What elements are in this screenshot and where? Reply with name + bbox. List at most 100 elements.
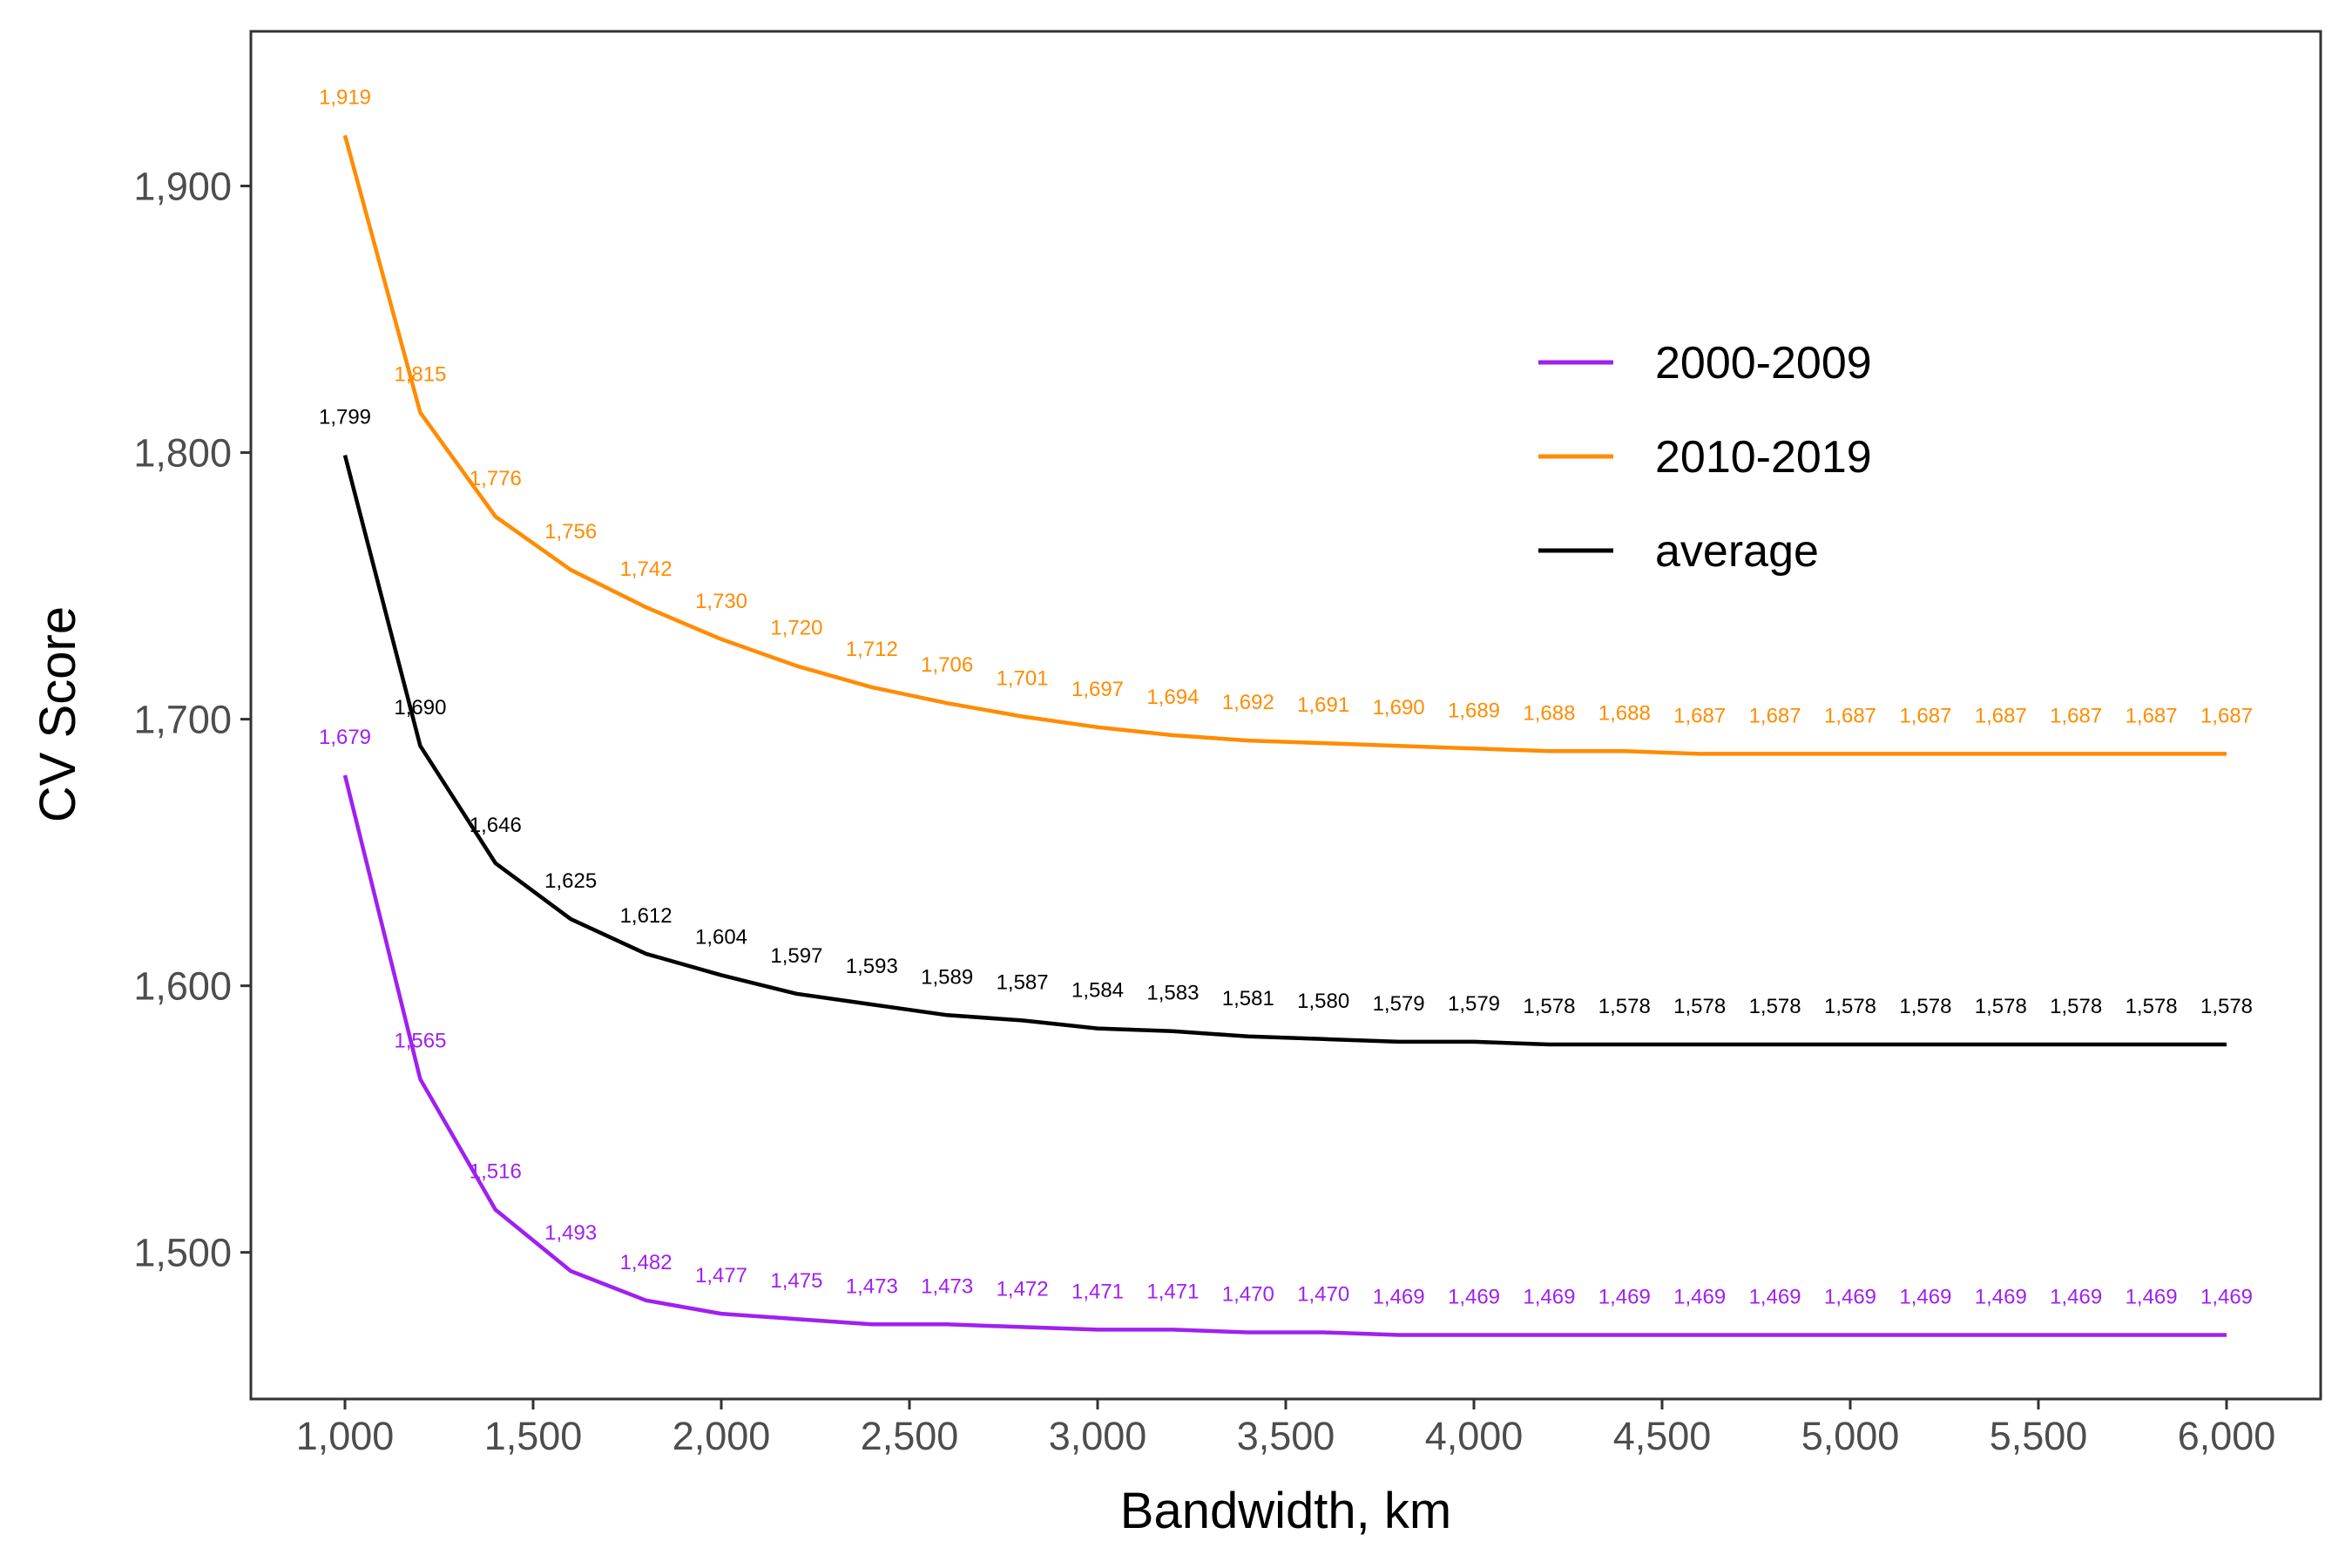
data-label-2000-2009: 1,471 (1071, 1280, 1124, 1303)
y-tick-label: 1,900 (133, 165, 232, 209)
legend-label-2000-2009: 2000-2009 (1655, 338, 1872, 389)
legend-label-2010-2019: 2010-2019 (1655, 432, 1872, 483)
x-tick-label: 4,500 (1613, 1414, 1712, 1458)
data-label-average: 1,578 (1975, 995, 2027, 1018)
data-label-2010-2019: 1,720 (770, 616, 822, 639)
data-label-2010-2019: 1,687 (1749, 704, 1801, 727)
data-label-average: 1,584 (1071, 979, 1124, 1003)
data-label-2000-2009: 1,469 (1598, 1286, 1651, 1309)
data-label-2000-2009: 1,469 (2126, 1286, 2178, 1309)
data-label-2010-2019: 1,689 (1448, 699, 1500, 722)
data-label-average: 1,625 (544, 869, 597, 893)
data-label-2010-2019: 1,687 (1673, 704, 1726, 727)
x-tick-label: 3,500 (1237, 1414, 1335, 1458)
data-label-2000-2009: 1,516 (470, 1160, 522, 1184)
data-label-average: 1,579 (1373, 992, 1425, 1016)
y-axis-title: CV Score (30, 606, 86, 822)
y-tick-label: 1,500 (133, 1231, 232, 1275)
data-label-average: 1,587 (997, 970, 1049, 994)
data-label-average: 1,578 (1899, 995, 1951, 1018)
data-label-average: 1,589 (921, 965, 973, 989)
data-label-2010-2019: 1,688 (1523, 701, 1575, 725)
data-label-average: 1,690 (394, 696, 446, 720)
data-label-2000-2009: 1,472 (997, 1277, 1049, 1301)
chart-marks: 1,679 1,565 1,516 1,493 1,482 1,477 1,475 1,473… (319, 85, 2253, 1337)
series-line-2000-2009 (342, 774, 2227, 1337)
data-label-2010-2019: 1,691 (1297, 693, 1349, 717)
y-tick-label: 1,600 (133, 964, 232, 1009)
data-label-2000-2009: 1,469 (1749, 1286, 1801, 1309)
x-tick-label: 2,500 (861, 1414, 959, 1458)
data-label-average: 1,597 (770, 944, 822, 968)
y-tick-label: 1,800 (133, 431, 232, 476)
data-label-2010-2019: 1,687 (1824, 704, 1876, 727)
x-tick-label: 3,000 (1049, 1414, 1147, 1458)
data-label-2000-2009: 1,469 (2200, 1286, 2253, 1309)
x-tick-label: 1,000 (296, 1414, 395, 1458)
data-label-average: 1,578 (1824, 995, 1876, 1018)
data-label-2010-2019: 1,742 (620, 558, 672, 581)
data-label-2000-2009: 1,469 (2050, 1286, 2102, 1309)
x-tick-label: 5,000 (1801, 1414, 1900, 1458)
data-label-average: 1,578 (2200, 995, 2253, 1018)
legend: 2000-2009 2010-2019 average (1538, 338, 1872, 577)
data-label-2000-2009: 1,475 (770, 1269, 822, 1293)
data-label-average: 1,578 (1749, 995, 1801, 1018)
legend-label-average: average (1655, 526, 1819, 577)
data-label-2010-2019: 1,687 (1975, 704, 2027, 727)
data-label-2010-2019: 1,688 (1598, 701, 1651, 725)
x-tick-label: 2,000 (672, 1414, 771, 1458)
data-label-2010-2019: 1,687 (2126, 704, 2178, 727)
data-label-2010-2019: 1,697 (1071, 678, 1124, 701)
data-label-average: 1,578 (2050, 995, 2102, 1018)
data-label-average: 1,581 (1222, 987, 1274, 1010)
data-label-2010-2019: 1,687 (2050, 704, 2102, 727)
data-label-2000-2009: 1,471 (1146, 1280, 1199, 1303)
x-tick-label: 1,500 (484, 1414, 583, 1458)
data-label-2000-2009: 1,482 (620, 1251, 672, 1274)
data-label-average: 1,578 (2126, 995, 2178, 1018)
data-label-2010-2019: 1,687 (2200, 704, 2253, 727)
data-label-average: 1,593 (846, 955, 898, 978)
data-label-2010-2019: 1,815 (394, 363, 446, 387)
data-label-2000-2009: 1,679 (319, 726, 371, 749)
data-label-2010-2019: 1,692 (1222, 691, 1274, 714)
data-label-2000-2009: 1,477 (695, 1264, 747, 1288)
data-label-2000-2009: 1,469 (1523, 1286, 1575, 1309)
data-label-2000-2009: 1,469 (1673, 1286, 1726, 1309)
data-label-2000-2009: 1,473 (921, 1274, 973, 1298)
data-label-average: 1,579 (1448, 992, 1500, 1016)
data-label-2000-2009: 1,470 (1297, 1282, 1349, 1306)
series-line-average (342, 455, 2227, 1047)
data-label-2000-2009: 1,493 (544, 1221, 597, 1245)
data-label-2010-2019: 1,730 (695, 590, 747, 613)
x-tick-label: 6,000 (2178, 1414, 2276, 1458)
series-line-2010-2019 (342, 134, 2227, 756)
chart-axes: 1,000 1,500 2,000 2,500 3,000 3,500 4,000 4,500… (133, 165, 2275, 1458)
data-label-2010-2019: 1,756 (544, 520, 597, 544)
data-label-2000-2009: 1,469 (1448, 1286, 1500, 1309)
data-label-average: 1,578 (1523, 995, 1575, 1018)
y-tick-label: 1,700 (133, 698, 232, 742)
data-label-2000-2009: 1,469 (1975, 1286, 2027, 1309)
data-label-average: 1,578 (1598, 995, 1651, 1018)
data-label-2010-2019: 1,690 (1373, 696, 1425, 720)
x-tick-label: 5,500 (1990, 1414, 2088, 1458)
data-label-2010-2019: 1,687 (1899, 704, 1951, 727)
data-label-2000-2009: 1,565 (394, 1030, 446, 1053)
data-label-average: 1,646 (470, 814, 522, 837)
data-label-average: 1,604 (695, 925, 747, 949)
data-label-2010-2019: 1,701 (997, 667, 1049, 691)
data-label-2010-2019: 1,919 (319, 85, 371, 109)
x-tick-label: 4,000 (1425, 1414, 1524, 1458)
data-label-2000-2009: 1,473 (846, 1274, 898, 1298)
data-label-average: 1,612 (620, 904, 672, 928)
data-label-2000-2009: 1,469 (1899, 1286, 1951, 1309)
data-label-2010-2019: 1,776 (470, 467, 522, 490)
data-label-2000-2009: 1,470 (1222, 1282, 1274, 1306)
data-label-2000-2009: 1,469 (1824, 1286, 1876, 1309)
data-label-average: 1,578 (1673, 995, 1726, 1018)
data-label-2000-2009: 1,469 (1373, 1286, 1425, 1309)
